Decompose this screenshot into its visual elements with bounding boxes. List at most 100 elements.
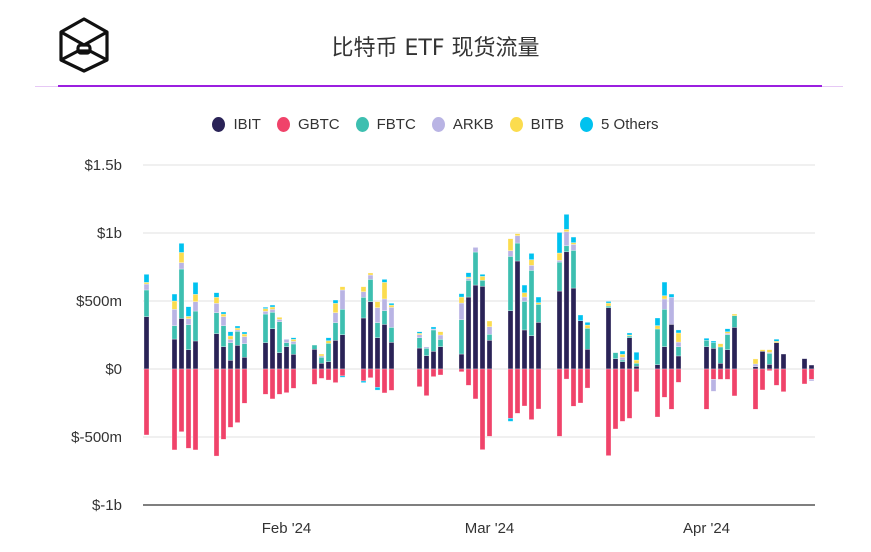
legend-item-5-others[interactable]: 5 Others [580, 116, 659, 133]
bar-gbtc [269, 368, 276, 400]
legend-item-bitb[interactable]: BITB [509, 116, 565, 133]
bar-gbtc [192, 368, 199, 451]
bar-fbtc [213, 312, 220, 334]
bar-fbtc [661, 309, 668, 347]
bar-bitb [332, 303, 339, 313]
bar-gbtc [731, 368, 738, 397]
bar-ibit [535, 322, 542, 370]
bar-ibit [374, 337, 381, 370]
bar-ibit [339, 334, 346, 370]
legend-item-fbtc[interactable]: FBTC [355, 116, 416, 133]
bar-gbtc [605, 368, 612, 456]
bar-fbtc [479, 280, 486, 287]
bar-fbtc [374, 322, 381, 338]
bar-arkb [752, 363, 759, 367]
bar-bitb [437, 331, 444, 336]
bar-fbtc [710, 342, 717, 349]
bar-arkb [290, 341, 297, 345]
bar-fbtc [318, 357, 325, 364]
bar-bitb [220, 313, 227, 317]
bar-ibit [773, 342, 780, 370]
bar-fbtc [521, 301, 528, 331]
bar-ibit [430, 351, 437, 370]
y-tick-label: $0 [105, 361, 122, 378]
bar-arkb [675, 341, 682, 347]
bar-bitb [178, 252, 185, 263]
bar-ibit [465, 296, 472, 370]
bar-gbtc [801, 368, 808, 385]
bar-fbtc [171, 325, 178, 340]
y-tick-label: $1.5b [84, 157, 122, 174]
bar-fbtc [143, 289, 150, 317]
bar-ibit [486, 340, 493, 370]
bar-5-others [213, 292, 220, 298]
bar-bitb [213, 297, 220, 304]
bar-5-others [556, 232, 563, 254]
bar-arkb [178, 262, 185, 270]
legend-item-ibit[interactable]: IBIT [212, 116, 261, 133]
legend-swatch-icon [355, 117, 369, 132]
bar-arkb [563, 231, 570, 247]
bar-arkb [283, 339, 290, 343]
bar-gbtc [458, 368, 465, 372]
bar-gbtc [808, 368, 815, 380]
bar-fbtc [262, 313, 269, 343]
bar-bitb [619, 354, 626, 358]
bar-arkb [521, 296, 528, 302]
x-tick-label: Feb '24 [262, 520, 312, 537]
x-tick-label: Mar '24 [465, 520, 515, 537]
bar-ibit [192, 340, 199, 370]
bar-fbtc [535, 304, 542, 323]
bar-gbtc [381, 368, 388, 394]
cube-logo [59, 17, 109, 73]
bar-ibit [171, 338, 178, 370]
legend-label: BITB [530, 116, 565, 133]
legend-swatch-icon [431, 117, 445, 132]
bar-gbtc [577, 368, 584, 404]
bar-arkb [808, 379, 815, 382]
bar-ibit [703, 346, 710, 370]
bar-bitb [339, 286, 346, 291]
bar-ibit [311, 349, 318, 370]
bar-gbtc [535, 368, 542, 410]
bar-ibit [668, 324, 675, 370]
bar-5-others [241, 331, 248, 335]
bar-gbtc [486, 368, 493, 437]
bar-ibit [654, 364, 661, 370]
bar-gbtc [332, 368, 339, 383]
bar-fbtc [766, 353, 773, 365]
legend-swatch-icon [580, 117, 594, 132]
bar-ibit [416, 347, 423, 370]
legend-item-gbtc[interactable]: GBTC [276, 116, 340, 133]
bar-ibit [262, 342, 269, 370]
bar-arkb [437, 334, 444, 340]
bar-arkb [514, 235, 521, 244]
legend-item-arkb[interactable]: ARKB [431, 116, 494, 133]
bar-gbtc [773, 368, 780, 386]
bar-bitb [514, 233, 521, 236]
bar-arkb [472, 247, 479, 253]
bar-ibit [269, 328, 276, 370]
bar-arkb [276, 319, 283, 322]
bar-arkb [710, 379, 717, 392]
bar-gbtc [360, 368, 367, 382]
bar-gbtc [388, 368, 395, 391]
bar-5-others [325, 337, 332, 341]
bar-ibit [178, 318, 185, 370]
bar-gbtc [752, 368, 759, 410]
bar-gbtc [325, 368, 332, 381]
bar-5-others [171, 293, 178, 302]
x-tick-label: Apr '24 [683, 520, 730, 537]
bar-5-others [360, 380, 367, 383]
bar-5-others [332, 299, 339, 304]
bar-fbtc [339, 309, 346, 335]
bar-ibit [710, 348, 717, 370]
bar-gbtc [276, 368, 283, 395]
bar-ibit [724, 349, 731, 370]
bar-gbtc [472, 368, 479, 400]
bar-ibit [752, 366, 759, 370]
bar-5-others [185, 306, 192, 317]
bar-fbtc [486, 334, 493, 341]
bar-bitb [241, 333, 248, 337]
bar-gbtc [367, 368, 374, 378]
